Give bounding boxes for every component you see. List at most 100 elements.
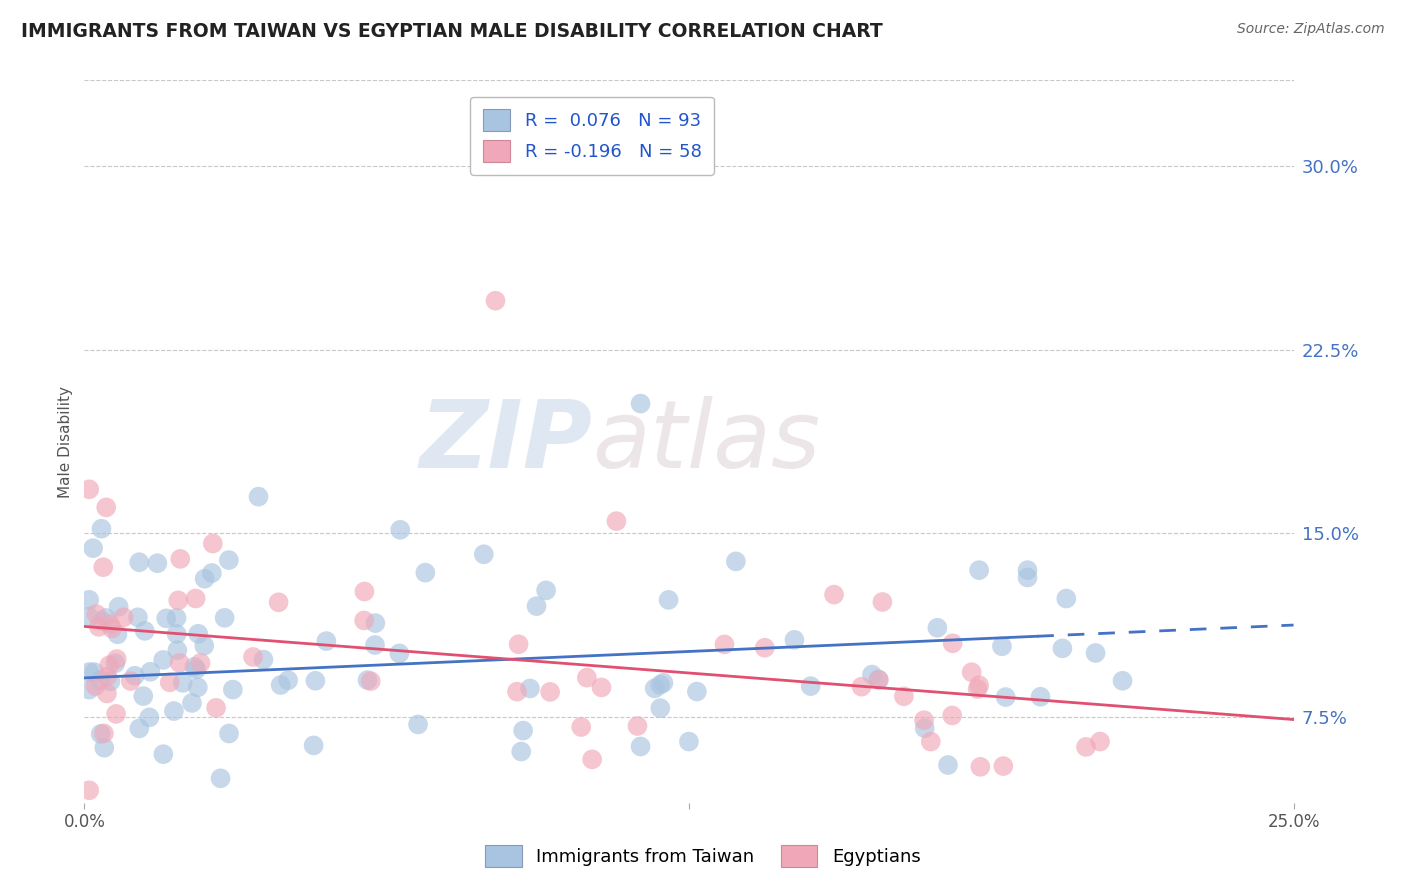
Point <box>519 681 541 696</box>
Point <box>920 734 942 748</box>
Point <box>644 681 666 696</box>
Point <box>201 536 224 550</box>
Point <box>713 637 735 651</box>
Point <box>100 674 122 689</box>
Point <box>927 621 949 635</box>
Point <box>159 675 181 690</box>
Point <box>132 689 155 703</box>
Point <box>96 669 118 683</box>
Point <box>960 665 983 680</box>
Point <box>941 708 963 723</box>
Point <box>91 560 114 574</box>
Point <box>112 610 135 624</box>
Point <box>93 740 115 755</box>
Point <box>1017 570 1039 584</box>
Legend: R =  0.076   N = 93, R = -0.196   N = 58: R = 0.076 N = 93, R = -0.196 N = 58 <box>471 96 714 175</box>
Point <box>90 522 112 536</box>
Point <box>267 595 290 609</box>
Point <box>193 639 215 653</box>
Point <box>484 293 506 308</box>
Point <box>512 723 534 738</box>
Point <box>134 624 156 638</box>
Point <box>1017 563 1039 577</box>
Point <box>356 673 378 687</box>
Point <box>96 686 118 700</box>
Point <box>575 671 598 685</box>
Point <box>591 681 613 695</box>
Point <box>169 656 191 670</box>
Point <box>868 673 890 687</box>
Point <box>166 643 188 657</box>
Point <box>534 583 557 598</box>
Text: Source: ZipAtlas.com: Source: ZipAtlas.com <box>1237 22 1385 37</box>
Point <box>569 720 592 734</box>
Point <box>538 685 561 699</box>
Point <box>127 610 149 624</box>
Point <box>942 636 965 650</box>
Point <box>94 611 117 625</box>
Point <box>128 722 150 736</box>
Point <box>630 396 652 410</box>
Point <box>90 727 112 741</box>
Point <box>172 676 194 690</box>
Point <box>893 690 915 704</box>
Point <box>124 669 146 683</box>
Point <box>993 759 1015 773</box>
Point <box>77 665 100 679</box>
Point <box>605 514 627 528</box>
Point <box>388 647 411 661</box>
Point <box>96 500 118 515</box>
Point <box>77 592 100 607</box>
Point <box>851 680 873 694</box>
Point <box>472 547 495 561</box>
Point <box>969 760 991 774</box>
Point <box>214 611 236 625</box>
Point <box>187 627 209 641</box>
Point <box>868 673 890 687</box>
Point <box>218 553 240 567</box>
Point <box>1054 591 1077 606</box>
Point <box>658 593 681 607</box>
Point <box>686 684 709 698</box>
Text: IMMIGRANTS FROM TAIWAN VS EGYPTIAN MALE DISABILITY CORRELATION CHART: IMMIGRANTS FROM TAIWAN VS EGYPTIAN MALE … <box>21 22 883 41</box>
Point <box>201 566 224 580</box>
Point <box>1074 739 1097 754</box>
Point <box>270 678 292 692</box>
Point <box>914 721 936 735</box>
Point <box>77 682 100 697</box>
Point <box>678 734 700 748</box>
Point <box>967 563 990 577</box>
Text: atlas: atlas <box>592 396 821 487</box>
Point <box>84 607 107 621</box>
Point <box>800 679 823 693</box>
Point <box>648 678 671 692</box>
Point <box>83 665 105 679</box>
Point <box>166 627 188 641</box>
Point <box>389 523 412 537</box>
Point <box>120 674 142 689</box>
Point <box>626 719 648 733</box>
Point <box>93 726 115 740</box>
Point <box>652 675 675 690</box>
Point <box>364 615 387 630</box>
Point <box>353 584 375 599</box>
Point <box>967 678 990 692</box>
Point <box>101 621 124 635</box>
Point <box>107 599 129 614</box>
Point <box>184 591 207 606</box>
Point <box>724 554 747 568</box>
Point <box>650 701 672 715</box>
Point <box>209 772 232 786</box>
Point <box>872 595 894 609</box>
Point <box>107 627 129 641</box>
Point <box>1084 646 1107 660</box>
Point <box>252 653 274 667</box>
Legend: Immigrants from Taiwan, Egyptians: Immigrants from Taiwan, Egyptians <box>478 838 928 874</box>
Point <box>84 679 107 693</box>
Point <box>77 609 100 624</box>
Point <box>194 572 217 586</box>
Point <box>169 552 191 566</box>
Point <box>128 555 150 569</box>
Point <box>89 673 111 688</box>
Point <box>181 696 204 710</box>
